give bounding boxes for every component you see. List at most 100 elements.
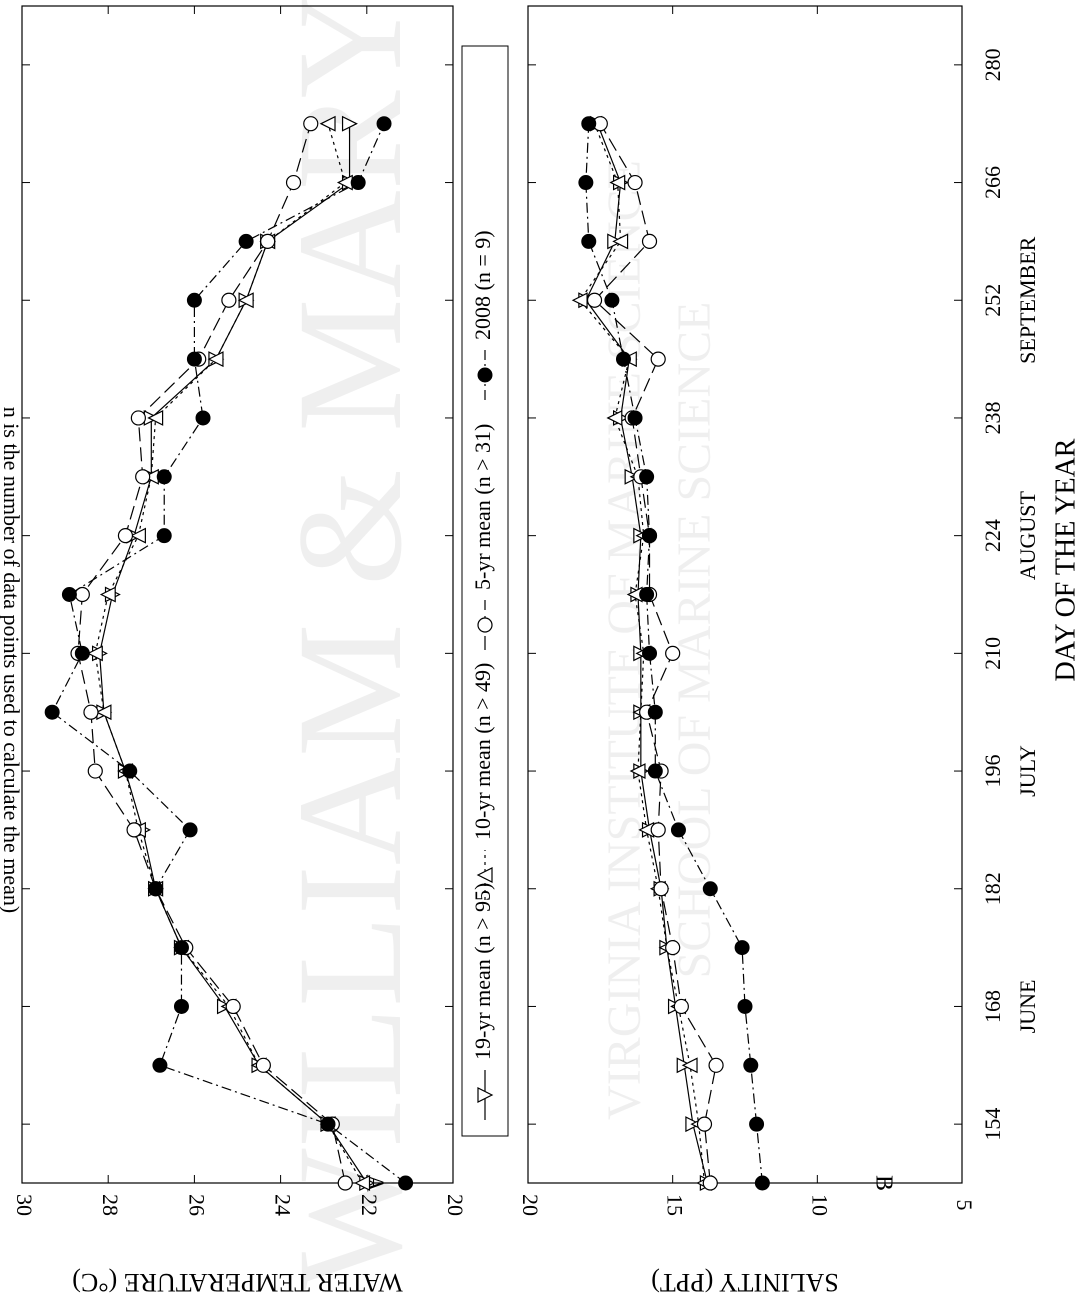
- chart-panels: 202224262830A5101520B: [12, 5, 977, 1216]
- data-point: [615, 351, 631, 367]
- y-tick-label: 22: [357, 1194, 382, 1216]
- legend-label: 2008 (n = 9): [470, 230, 495, 340]
- data-point: [670, 822, 686, 838]
- data-point: [477, 617, 493, 633]
- data-point: [604, 292, 620, 308]
- data-point: [612, 233, 629, 250]
- data-point: [130, 527, 146, 544]
- data-point: [627, 174, 643, 191]
- data-point: [320, 1116, 336, 1132]
- data-point: [708, 1057, 724, 1073]
- data-point: [650, 822, 666, 838]
- data-point: [642, 528, 658, 544]
- data-point: [303, 116, 319, 132]
- data-point: [260, 233, 276, 249]
- y-tick-label: 30: [12, 1194, 37, 1216]
- data-point: [642, 645, 658, 661]
- data-point: [341, 115, 358, 132]
- x-tick-label: 196: [980, 755, 1005, 788]
- data-point: [376, 116, 392, 132]
- data-point: [477, 1087, 494, 1103]
- data-point: [173, 998, 189, 1014]
- data-point: [173, 940, 189, 956]
- data-point: [737, 998, 753, 1014]
- data-point: [581, 233, 597, 249]
- legend-label: 19-yr mean (n > 95): [470, 883, 495, 1060]
- data-point: [285, 174, 302, 191]
- month-label: JULY: [1015, 745, 1040, 797]
- data-point: [639, 469, 655, 485]
- data-point: [665, 939, 681, 956]
- panel-A: 202224262830A: [12, 5, 468, 1216]
- data-point: [578, 175, 594, 191]
- y-tick-label: 26: [184, 1194, 209, 1216]
- data-point: [186, 292, 202, 308]
- x-tick-label: 280: [980, 48, 1005, 81]
- x-tick-label: 266: [980, 166, 1005, 199]
- data-point: [650, 351, 666, 367]
- figure-caption: n is the number of data points used to c…: [0, 407, 24, 913]
- month-label: JUNE: [1015, 980, 1040, 1034]
- y-axis-title: WATER TEMPERATURE (°C): [72, 1268, 403, 1297]
- data-point: [238, 233, 254, 249]
- month-label: SEPTEMBER: [1015, 236, 1040, 363]
- data-point: [156, 469, 172, 485]
- panel-B: 5 10 15 20 B: [518, 5, 977, 1216]
- x-tick-label: 252: [980, 284, 1005, 317]
- y-tick-label: 20: [443, 1194, 468, 1216]
- data-point: [255, 1057, 271, 1073]
- y-tick-label: 10: [807, 1194, 832, 1216]
- data-point: [148, 881, 164, 897]
- data-point: [398, 1175, 414, 1191]
- data-point: [207, 351, 224, 368]
- data-point: [126, 822, 142, 838]
- y-tick-label: 5: [952, 1200, 977, 1211]
- data-point: [476, 867, 493, 883]
- chart-legend: 19-yr mean (n > 95) 10-yr mean (n > 49) 5-…: [461, 45, 509, 1137]
- watermark-text: WILLIAM & MARY: [267, 0, 433, 1290]
- data-point: [117, 528, 134, 544]
- data-point: [337, 1175, 353, 1191]
- watermark-text: SCHOOL OF MARINE SCIENCE: [668, 302, 721, 979]
- data-point: [225, 998, 241, 1015]
- legend-label: 10-yr mean (n > 49): [470, 663, 495, 840]
- x-tick-label: 168: [980, 990, 1005, 1023]
- data-point: [135, 469, 151, 485]
- data-point: [749, 1116, 765, 1132]
- x-tick-label: 224: [980, 519, 1005, 552]
- y-tick-label: 24: [271, 1194, 296, 1216]
- x-tick-label: 182: [980, 872, 1005, 905]
- plot-frame: [21, 5, 454, 1184]
- x-tick-label: 154: [980, 1108, 1005, 1141]
- data-point: [702, 881, 718, 897]
- data-point: [653, 881, 669, 897]
- data-point: [237, 292, 254, 309]
- data-point: [641, 233, 658, 249]
- data-point: [147, 409, 164, 426]
- data-point: [95, 704, 112, 721]
- data-point: [606, 409, 623, 426]
- legend-label: 5-yr mean (n > 31): [470, 424, 495, 590]
- data-point: [647, 763, 663, 779]
- data-point: [122, 763, 138, 779]
- data-point: [696, 1116, 713, 1132]
- data-point: [647, 704, 663, 720]
- data-point: [182, 822, 198, 838]
- data-point: [639, 587, 655, 602]
- data-point: [83, 704, 99, 720]
- data-point: [354, 1175, 371, 1191]
- x-tick-label: 238: [980, 401, 1005, 434]
- data-point: [156, 528, 172, 544]
- data-point: [754, 1175, 770, 1191]
- data-point: [87, 763, 103, 779]
- data-point: [186, 351, 202, 367]
- data-point: [74, 645, 90, 661]
- data-point: [319, 115, 336, 132]
- data-point: [130, 410, 146, 426]
- data-point: [44, 704, 60, 720]
- data-point: [99, 586, 116, 603]
- data-point: [581, 116, 597, 132]
- data-point: [681, 1057, 698, 1074]
- data-point: [152, 1057, 168, 1073]
- data-point: [665, 645, 681, 661]
